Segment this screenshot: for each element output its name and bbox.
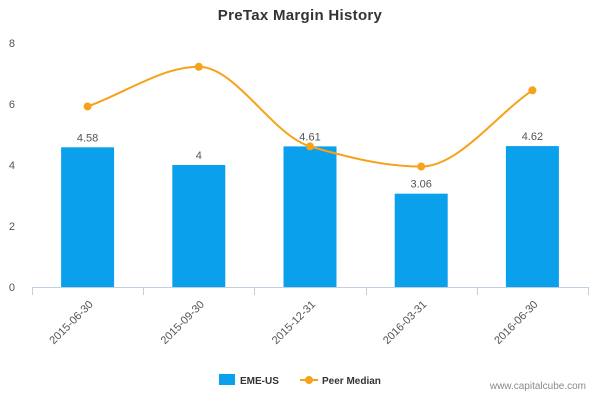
y-tick-label: 0 xyxy=(9,282,15,294)
legend-swatch-marker xyxy=(305,376,313,384)
bar-data-label: 3.06 xyxy=(410,179,431,191)
x-tick-label: 2015-09-30 xyxy=(159,299,207,347)
bar-data-label: 4.62 xyxy=(522,131,543,143)
y-tick-label: 4 xyxy=(9,160,15,172)
line-series xyxy=(83,62,537,171)
legend: EME-US Peer Median xyxy=(219,374,381,387)
line-point xyxy=(83,102,92,111)
watermark: www.capitalcube.com xyxy=(489,381,586,392)
y-tick-label: 8 xyxy=(9,38,15,50)
bar xyxy=(61,147,115,287)
line-point xyxy=(417,162,426,171)
x-axis: 2015-06-30 2015-09-30 2015-12-31 2016-03-31… xyxy=(32,287,589,347)
bar-data-label: 4.58 xyxy=(77,132,98,144)
bar xyxy=(172,165,226,287)
bar xyxy=(394,193,448,287)
bar-data-label: 4.61 xyxy=(299,131,320,143)
x-tick-label: 2015-06-30 xyxy=(47,299,95,347)
x-tick-label: 2016-06-30 xyxy=(492,299,540,347)
x-tick-label: 2015-12-31 xyxy=(270,299,318,347)
legend-swatch-bar xyxy=(219,374,235,385)
line-point xyxy=(306,142,314,151)
y-tick-label: 2 xyxy=(9,221,15,233)
chart-title: PreTax Margin History xyxy=(217,7,383,24)
x-tick-label: 2016-03-31 xyxy=(381,299,429,347)
y-axis: 0 2 4 6 8 xyxy=(9,38,15,294)
bar xyxy=(505,146,559,287)
bar-series: 4.58 4 4.61 3.06 4.62 xyxy=(61,131,559,287)
legend-label-bar: EME-US xyxy=(240,376,279,387)
bar-data-label: 4 xyxy=(196,150,202,162)
line-point xyxy=(194,62,203,71)
bar xyxy=(283,146,337,287)
y-tick-label: 6 xyxy=(9,99,15,111)
legend-label-line: Peer Median xyxy=(322,376,381,387)
line-point xyxy=(528,86,537,95)
